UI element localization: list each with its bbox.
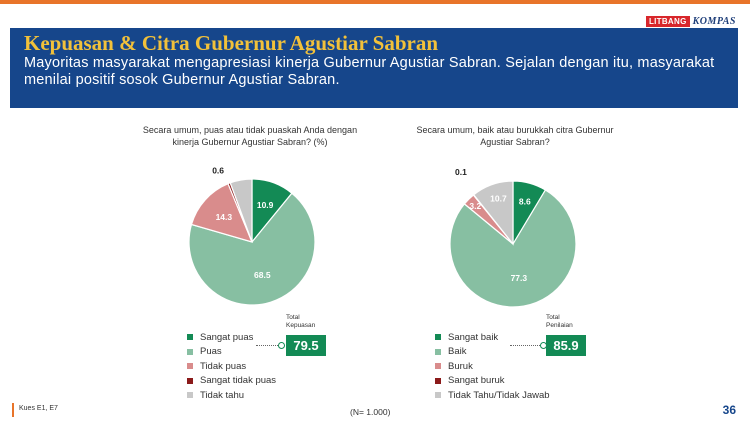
page-subtitle: Mayoritas masyarakat mengapresiasi kiner… (24, 55, 715, 88)
total-label-line: Penilaian (546, 322, 573, 329)
legend-swatch (435, 334, 441, 341)
legend-label: Baik (448, 346, 467, 358)
footer-source: Kues E1, E7 (19, 405, 58, 412)
legend-swatch (435, 392, 441, 399)
legend-label: Sangat buruk (448, 375, 505, 387)
chart2-question: Secara umum, baik atau burukkah citra Gu… (416, 125, 614, 147)
brand-litbang: LITBANG (645, 16, 690, 27)
pie-slice (188, 192, 316, 306)
slice-data-label: 0.6 (212, 165, 224, 175)
legend-swatch (435, 377, 441, 384)
footer-accent (12, 403, 14, 417)
slice-data-label: 14.3 (216, 212, 233, 222)
slice-data-label: 8.6 (519, 197, 531, 207)
chart1-total-value: 79.5 (286, 335, 326, 356)
slice-data-label: 10.7 (490, 193, 507, 203)
pie-slice (190, 182, 254, 243)
chart1-connector (256, 345, 282, 346)
page-title: Kepuasan & Citra Gubernur Agustiar Sabra… (24, 31, 439, 55)
chart1-connector-dot (278, 342, 285, 349)
chart1-legend: Sangat puas Puas Tidak puas Sangat tidak… (187, 330, 276, 403)
pie-slice (472, 180, 514, 246)
legend-item: Baik (435, 345, 550, 360)
legend-swatch (187, 377, 193, 384)
legend-label: Tidak Tahu/Tidak Jawab (448, 389, 550, 401)
legend-item: Puas (187, 345, 276, 360)
pie-slice (229, 178, 253, 243)
chart2-legend: Sangat baik Baik Buruk Sangat buruk Tida… (435, 330, 550, 403)
legend-item: Sangat puas (187, 330, 276, 345)
slice-data-label: 77.3 (511, 273, 528, 283)
legend-label: Puas (200, 346, 222, 358)
total-label-line: Kepuasan (286, 322, 316, 329)
slice-data-label: 68.5 (254, 270, 271, 280)
slice-data-label: 5.6 (225, 155, 237, 165)
total-label-line: Total (286, 314, 300, 321)
legend-label: Tidak tahu (200, 389, 245, 401)
footer-sample-size: (N= 1.000) (350, 407, 391, 417)
brand-kompas: KOMPAS (692, 16, 736, 27)
legend-item: Tidak Tahu/Tidak Jawab (435, 388, 550, 403)
legend-label: Sangat puas (200, 331, 254, 343)
brand-logo: LITBANG KOMPAS (645, 16, 736, 27)
chart2-total-label: Total Penilaian (546, 314, 573, 330)
page-number: 36 (722, 403, 736, 417)
legend-item: Tidak puas (187, 359, 276, 374)
slice-data-label: 3.2 (469, 201, 481, 211)
legend-item: Sangat buruk (435, 374, 550, 389)
top-accent-line (0, 0, 750, 4)
legend-swatch (187, 392, 193, 399)
legend-label: Tidak puas (200, 360, 247, 372)
total-label-line: Total (546, 314, 560, 321)
legend-label: Sangat tidak puas (200, 375, 277, 387)
legend-swatch (187, 348, 193, 355)
pie-slice (449, 189, 577, 308)
header-banner: Kepuasan & Citra Gubernur Agustiar Sabra… (10, 28, 738, 108)
legend-item: Sangat tidak puas (187, 374, 276, 389)
legend-label: Sangat baik (448, 331, 499, 343)
legend-item: Sangat baik (435, 330, 550, 345)
legend-swatch (187, 334, 193, 341)
legend-item: Buruk (435, 359, 550, 374)
chart1-question: Secara umum, puas atau tidak puaskah And… (142, 125, 358, 147)
slice-data-label: 0.1 (455, 167, 467, 177)
chart1-total-label: Total Kepuasan (286, 314, 315, 330)
slice-data-label: 10.9 (257, 200, 274, 210)
chart2-total-value: 85.9 (546, 335, 586, 356)
legend-swatch (435, 363, 441, 370)
legend-item: Tidak tahu (187, 388, 276, 403)
chart2-connector (510, 345, 542, 346)
legend-swatch (435, 348, 441, 355)
legend-label: Buruk (448, 360, 473, 372)
legend-swatch (187, 363, 193, 370)
